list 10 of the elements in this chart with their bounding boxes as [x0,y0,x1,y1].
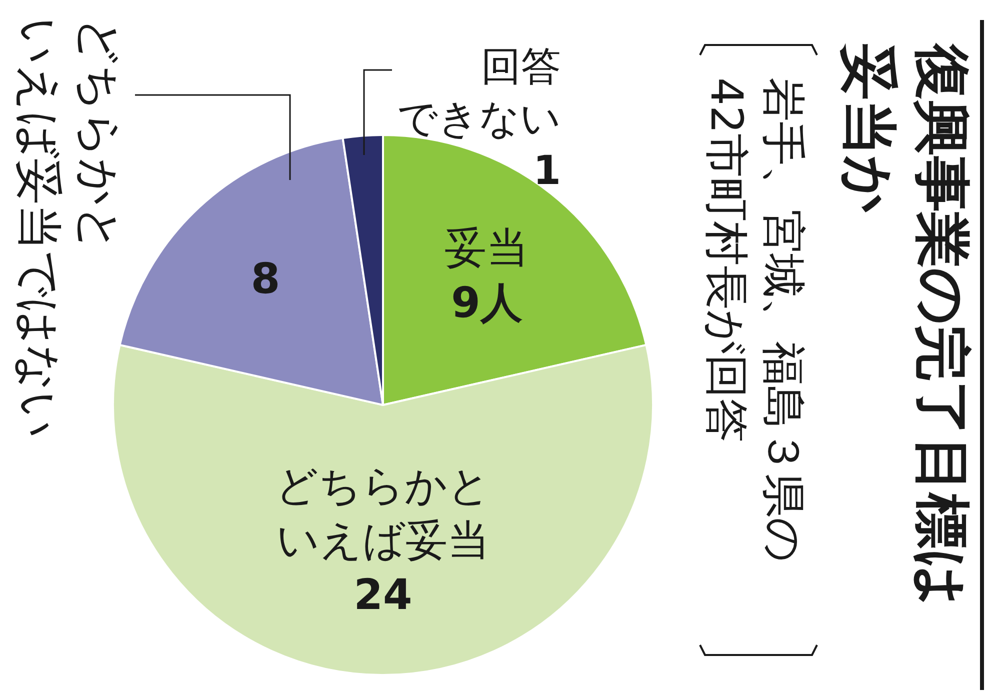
slice-label: 妥当 [444,223,529,272]
slice-label: 回答できない [397,44,561,142]
text: 岩手、宮城、福島３県の42市町村長が回答 [700,78,808,562]
text: 復興事業の完了目標は妥当か [836,42,974,606]
data-label: 24 [354,570,412,620]
data-label: 8 [250,254,280,303]
slice-label: どちらかといえば妥当 [276,460,490,564]
data-label: 1 [533,148,561,194]
data-label: 9人 [451,278,522,327]
slice-label: どちらかといえば妥当ではない [12,18,126,438]
